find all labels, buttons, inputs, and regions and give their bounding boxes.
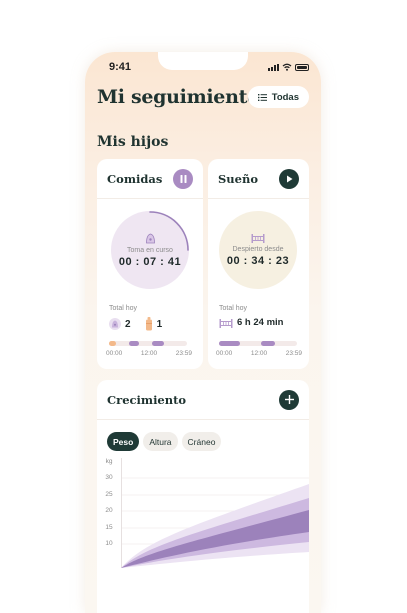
plus-icon	[284, 395, 294, 404]
growth-card[interactable]: Crecimiento Peso Altura Cráneo kg 30 25 …	[97, 380, 309, 613]
growth-title: Crecimiento	[107, 392, 187, 407]
timeline-segment	[152, 341, 164, 346]
y-axis-unit: kg	[105, 458, 113, 465]
growth-card-header: Crecimiento	[97, 380, 309, 420]
tab-craneo[interactable]: Cráneo	[181, 432, 222, 451]
sleep-timeline-labels: 00:00 12:00 23:59	[216, 350, 302, 357]
timeline-segment	[219, 341, 240, 346]
bottle-count: 1	[156, 318, 163, 330]
filter-label: Todas	[271, 91, 299, 103]
y-tick: 30	[105, 474, 113, 481]
pause-button[interactable]	[173, 168, 193, 189]
y-tick: 25	[105, 491, 113, 498]
crib-icon	[219, 318, 233, 328]
timeline-label: 00:00	[106, 350, 123, 357]
feeding-card-header: Comidas	[97, 159, 203, 199]
crib-icon	[251, 234, 265, 243]
sleep-card-header: Sueño	[208, 159, 309, 199]
timeline-label: 12:00	[140, 350, 158, 357]
sleep-timer: 00 : 34 : 23	[226, 255, 290, 267]
sleep-timer-ring: Despierto desde 00 : 34 : 23	[219, 211, 297, 289]
status-time: 9:41	[109, 61, 132, 73]
bottle-icon	[145, 317, 152, 331]
sleep-ring-caption: Despierto desde	[232, 246, 284, 253]
timeline-segment	[129, 341, 139, 346]
timeline-segment	[261, 341, 275, 346]
status-icons	[268, 63, 309, 71]
list-icon	[257, 93, 267, 101]
sleep-title: Sueño	[218, 171, 259, 186]
timeline-segment	[109, 341, 116, 346]
wifi-icon	[282, 63, 292, 71]
y-tick: 15	[105, 524, 113, 531]
tab-altura[interactable]: Altura	[143, 432, 178, 451]
sleep-total: 6 h 24 min	[237, 317, 284, 328]
feeding-card[interactable]: Comidas Toma en curso 00 : 07 : 41 Total…	[97, 159, 203, 369]
growth-tabs: Peso Altura Cráneo	[107, 432, 222, 451]
feeding-timer-ring: Toma en curso 00 : 07 : 41	[111, 211, 189, 289]
sleep-total-label: Total hoy	[219, 305, 248, 312]
y-tick: 10	[105, 540, 113, 547]
add-measurement-button[interactable]	[279, 389, 299, 410]
filter-button[interactable]: Todas	[247, 86, 309, 108]
sleep-card[interactable]: Sueño Despierto desde 00 : 34 : 23 Total…	[208, 159, 309, 369]
feeding-timer: 00 : 07 : 41	[118, 255, 182, 268]
breast-count: 2	[125, 318, 131, 330]
timeline-label: 23:59	[285, 350, 302, 357]
breast-icon	[145, 233, 155, 243]
timeline-label: 23:59	[175, 350, 192, 357]
section-title: Mis hijos	[97, 134, 169, 150]
sleep-timeline	[219, 341, 297, 346]
growth-chart	[121, 458, 309, 568]
sleep-stats: 6 h 24 min	[219, 317, 283, 328]
feeding-timeline-labels: 00:00 12:00 23:59	[106, 350, 192, 357]
tab-peso[interactable]: Peso	[107, 432, 140, 451]
feeding-stats: 2 1	[109, 317, 162, 331]
battery-icon	[295, 63, 309, 71]
feeding-progress-arc	[149, 211, 189, 251]
feeding-total-label: Total hoy	[109, 305, 138, 312]
play-icon	[286, 175, 292, 182]
phone-screen: 9:41 Mi seguimiento Todas Mis hijos Comi…	[85, 52, 321, 613]
feeding-timeline	[109, 341, 187, 346]
feeding-title: Comidas	[107, 171, 163, 186]
signal-icon	[268, 63, 279, 71]
feeding-ring-caption: Toma en curso	[127, 246, 173, 254]
play-button[interactable]	[279, 168, 299, 189]
page-title: Mi seguimiento	[97, 86, 260, 108]
growth-band-inner	[121, 510, 309, 568]
phone-notch	[158, 52, 248, 70]
y-tick: 20	[105, 507, 113, 514]
timeline-label: 12:00	[250, 350, 268, 357]
timeline-label: 00:00	[216, 350, 233, 357]
breast-icon	[109, 318, 121, 330]
pause-icon	[180, 174, 186, 183]
